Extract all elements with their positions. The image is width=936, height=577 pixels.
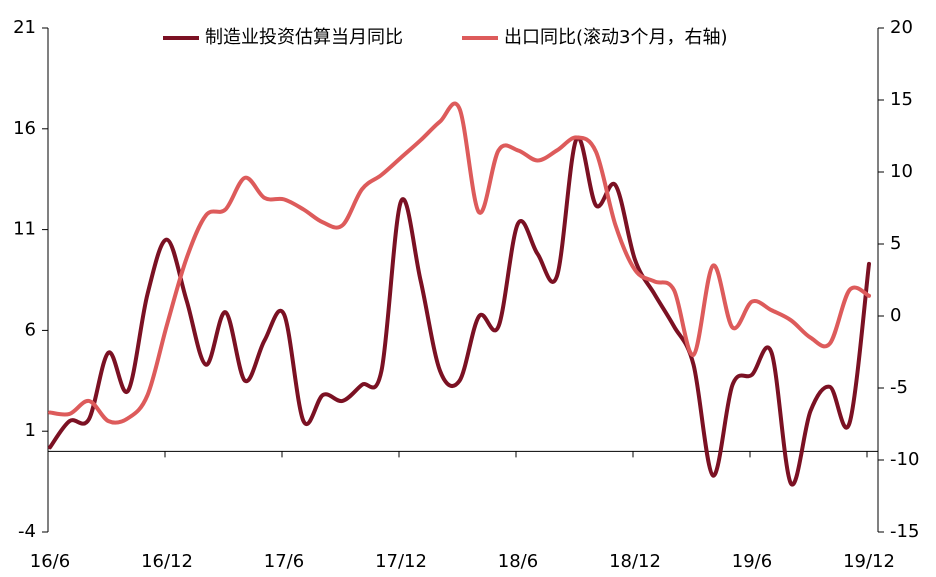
x-tick-label: 18/6 [498, 551, 538, 572]
legend-label: 出口同比(滚动3个月，右轴) [504, 27, 728, 48]
x-tick-label: 19/6 [732, 551, 772, 572]
y2-tick-label: -5 [890, 377, 908, 398]
y2-tick-label: 10 [890, 161, 913, 182]
legend: 制造业投资估算当月同比 出口同比(滚动3个月，右轴) [163, 27, 728, 48]
x-tick-label: 19/12 [843, 551, 895, 572]
y2-tick-label: 15 [890, 89, 913, 110]
y2-tick-label: 5 [890, 233, 901, 254]
legend-label: 制造业投资估算当月同比 [205, 27, 403, 48]
x-tick-label: 17/6 [264, 551, 304, 572]
y-tick-label: 21 [13, 17, 36, 38]
x-tick-label: 17/12 [375, 551, 427, 572]
y-tick-label: 1 [25, 420, 36, 441]
x-tick-label: 16/6 [30, 551, 70, 572]
y-tick-label: 16 [13, 118, 36, 139]
y2-tick-label: -10 [890, 449, 919, 470]
x-tick-label: 16/12 [141, 551, 193, 572]
y-tick-label: 11 [13, 219, 36, 240]
y2-tick-label: -15 [890, 521, 919, 542]
x-tick-label: 18/12 [609, 551, 661, 572]
y2-tick-label: 0 [890, 305, 901, 326]
y-tick-label: 6 [25, 319, 36, 340]
y-tick-label: -4 [18, 521, 36, 542]
y2-tick-label: 20 [890, 17, 913, 38]
series-line [48, 101, 871, 425]
series-line [48, 135, 871, 487]
